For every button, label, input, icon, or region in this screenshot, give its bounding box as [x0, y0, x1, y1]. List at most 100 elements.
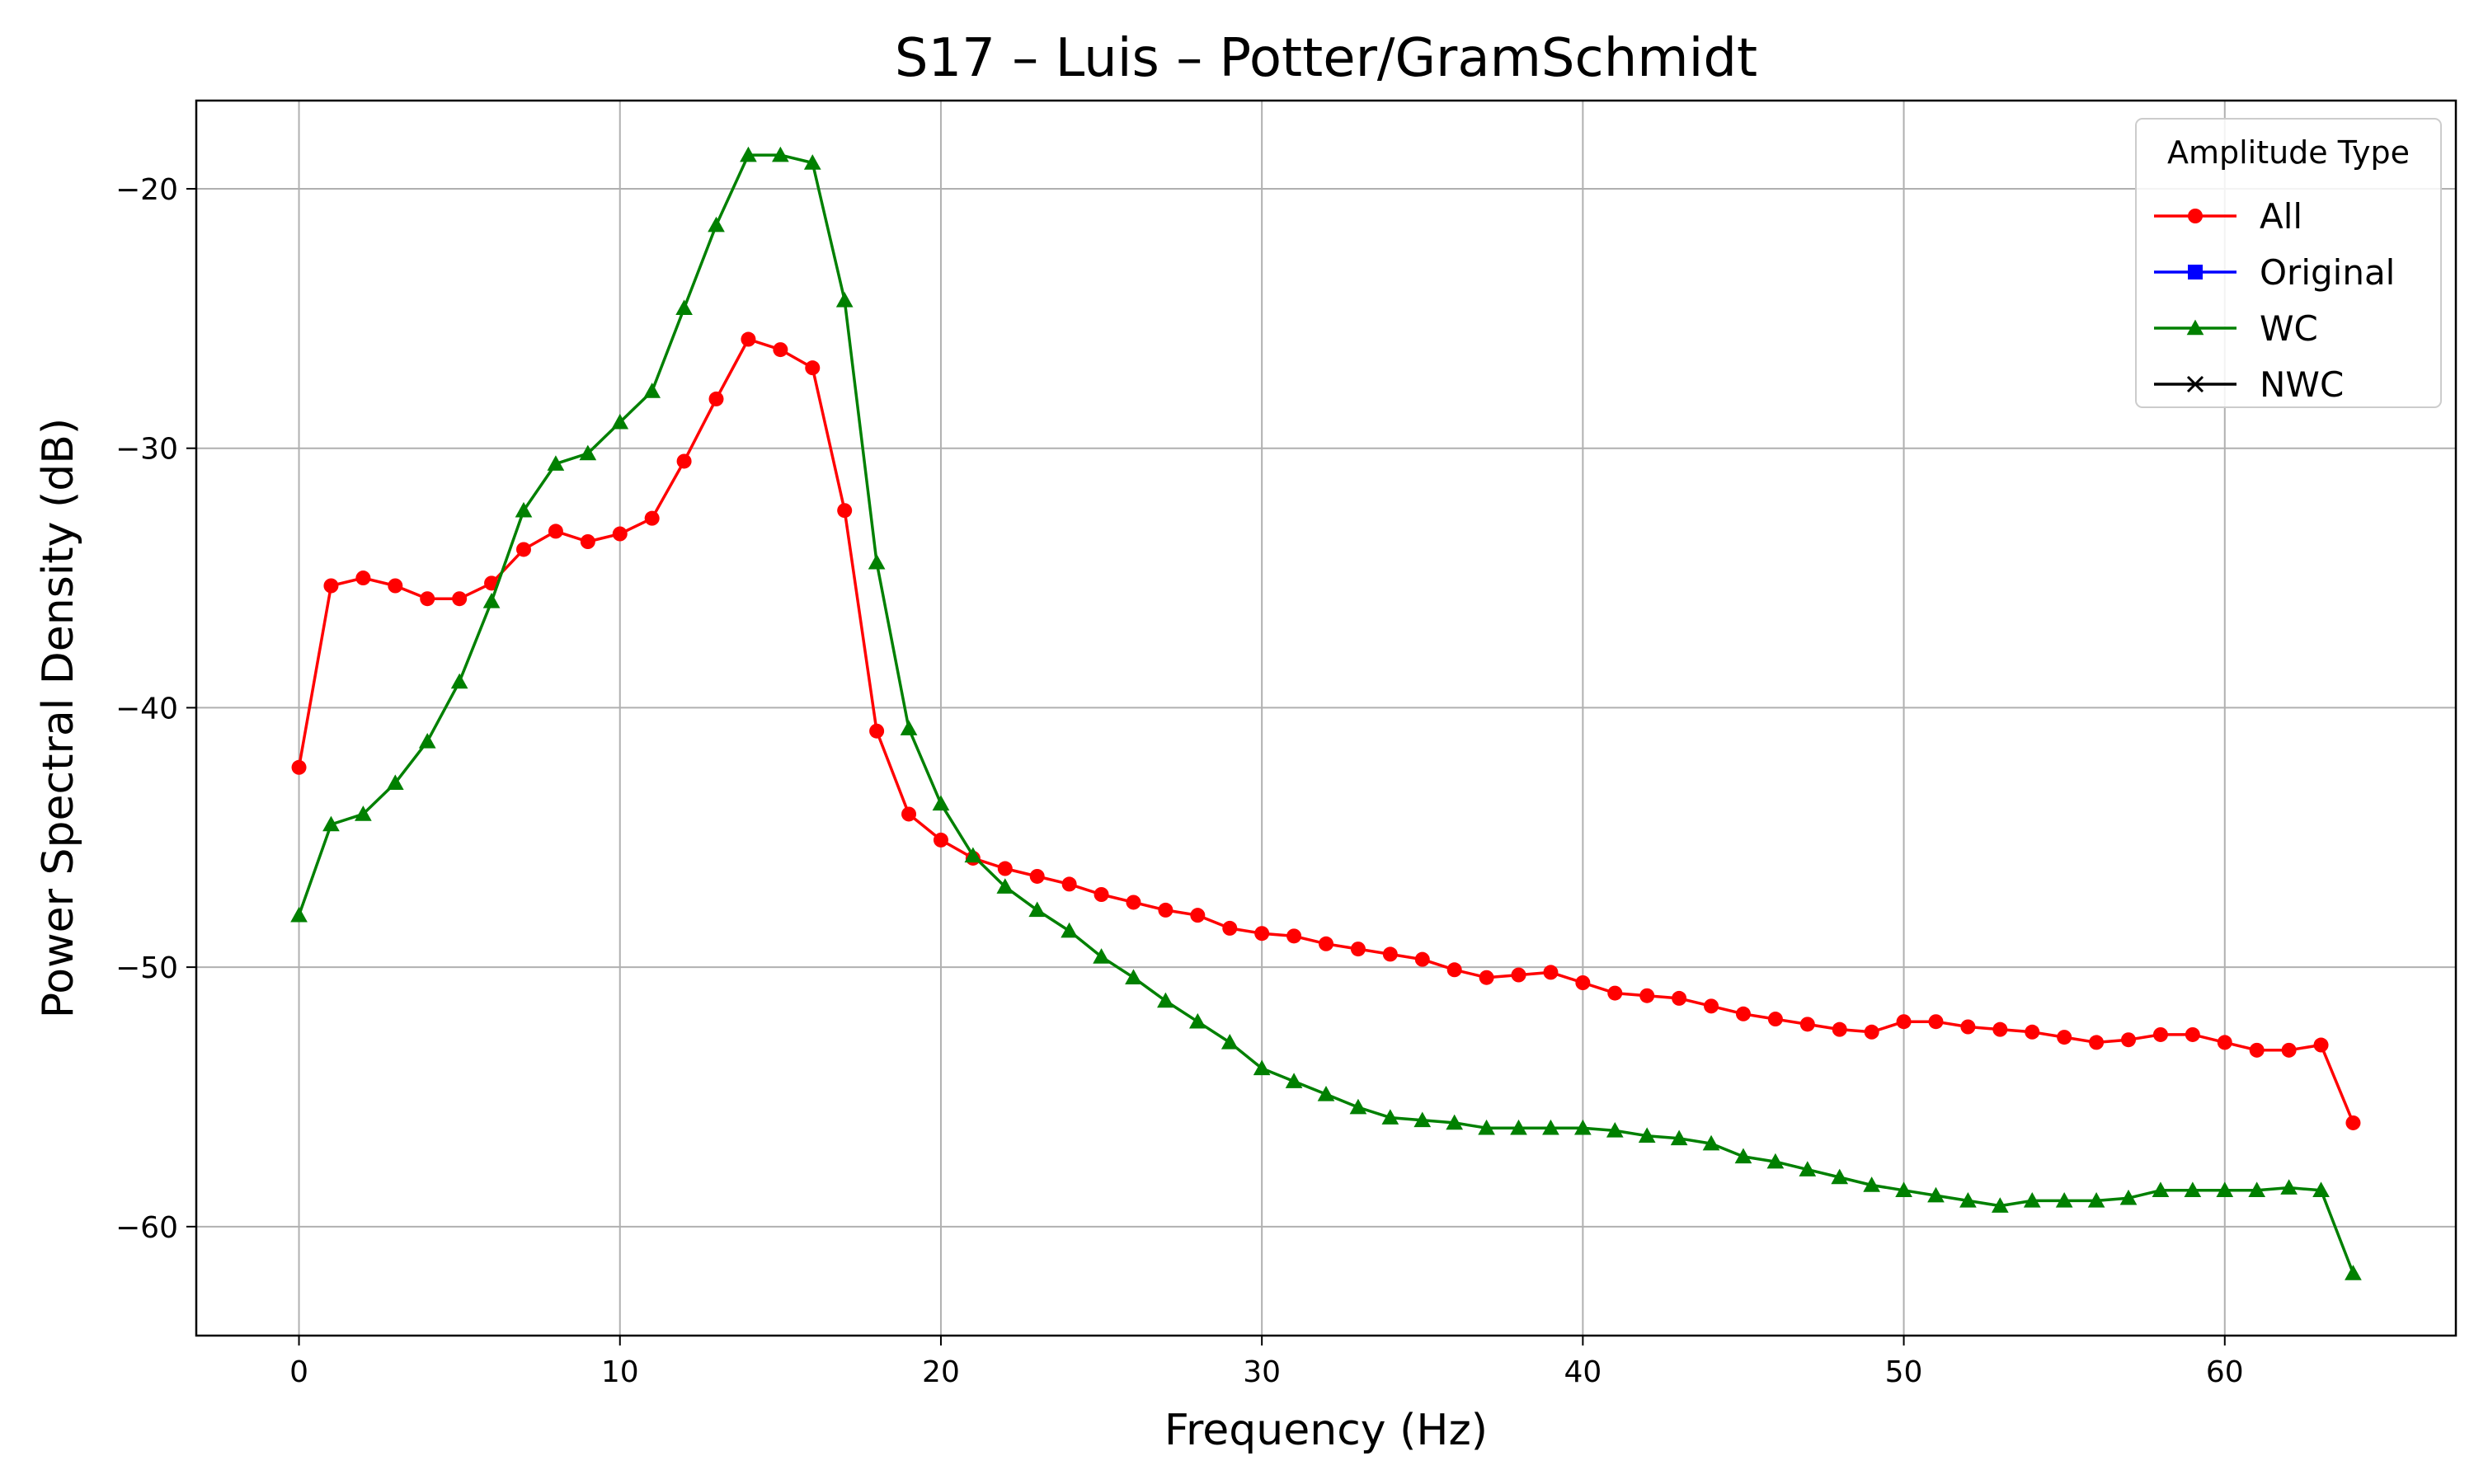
- y-tick-label: −60: [115, 1211, 178, 1245]
- data-point-all: [1126, 895, 1141, 910]
- data-point-wc: [643, 383, 661, 398]
- data-point-all: [1446, 962, 1462, 978]
- data-point-all: [1799, 1017, 1815, 1032]
- data-point-all: [1286, 928, 1302, 944]
- data-point-wc: [2152, 1181, 2170, 1198]
- data-point-wc: [1927, 1186, 1945, 1203]
- data-point-wc: [964, 847, 982, 863]
- data-point-all: [2313, 1037, 2329, 1053]
- data-point-wc: [290, 906, 308, 923]
- data-point-wc: [1413, 1111, 1432, 1128]
- x-tick-label: 20: [922, 1355, 960, 1389]
- data-point-wc: [1221, 1034, 1239, 1050]
- data-point-wc: [1574, 1119, 1592, 1135]
- data-point-all: [1735, 1006, 1751, 1021]
- data-point-all: [1254, 926, 1270, 942]
- data-point-all: [837, 503, 853, 519]
- data-point-all: [2345, 1115, 2361, 1130]
- data-point-all: [2281, 1042, 2297, 1058]
- data-point-all: [515, 542, 531, 557]
- data-point-wc: [996, 878, 1014, 894]
- data-point-wc: [1734, 1148, 1752, 1164]
- y-tick-label: −20: [115, 173, 178, 207]
- legend-label-nwc: NWC: [2260, 364, 2344, 405]
- data-point-wc: [386, 774, 404, 790]
- data-point-wc: [1510, 1119, 1527, 1135]
- data-point-all: [2249, 1042, 2265, 1058]
- x-tick-label: 10: [601, 1355, 639, 1389]
- data-point-all: [901, 806, 917, 822]
- data-point-all: [1928, 1014, 1944, 1030]
- x-tick-label: 50: [1885, 1355, 1923, 1389]
- data-point-wc: [1093, 948, 1110, 964]
- legend: Amplitude Type All Original WC NWC: [2135, 118, 2442, 408]
- legend-entries: All Original WC NWC: [2154, 196, 2395, 405]
- data-point-all: [1607, 985, 1623, 1001]
- data-point-all: [773, 342, 788, 358]
- data-point-wc: [1606, 1122, 1624, 1138]
- data-point-wc: [1799, 1161, 1817, 1176]
- data-point-wc: [2184, 1181, 2202, 1198]
- data-point-all: [548, 524, 563, 539]
- data-point-all: [1414, 951, 1430, 967]
- data-point-wc: [740, 146, 757, 162]
- x-tick-label: 30: [1243, 1355, 1281, 1389]
- data-point-wc: [772, 146, 789, 162]
- data-point-all: [2152, 1026, 2168, 1042]
- data-point-wc: [1381, 1109, 1399, 1125]
- data-point-all: [1158, 902, 1174, 918]
- data-point-wc: [1188, 1012, 1206, 1029]
- data-point-all: [355, 571, 371, 586]
- x-axis-label: Frequency (Hz): [1164, 1406, 1488, 1455]
- legend-entry-original: Original: [2154, 252, 2395, 293]
- data-point-all: [1767, 1012, 1783, 1027]
- data-point-wc: [450, 673, 468, 689]
- data-point-wc: [1478, 1119, 1495, 1135]
- data-point-wc: [803, 154, 821, 170]
- data-point-all: [1479, 970, 1494, 985]
- legend-label-original: Original: [2260, 252, 2395, 293]
- ticks: 0 10 20 30 40 50 60 −20 −30 −40 −50 −60: [115, 173, 2244, 1389]
- data-point-all: [1319, 936, 1333, 951]
- data-point-wc: [322, 815, 340, 832]
- legend-label-wc: WC: [2260, 308, 2318, 349]
- x-tick-label: 60: [2206, 1355, 2244, 1389]
- data-point-all: [676, 453, 692, 469]
- data-point-all: [1832, 1021, 1847, 1037]
- data-point-wc: [1285, 1073, 1303, 1088]
- data-point-all: [1350, 942, 1366, 957]
- legend-entry-nwc: NWC: [2154, 364, 2344, 405]
- data-point-wc: [1959, 1192, 1977, 1208]
- data-point-wc: [418, 732, 436, 749]
- data-point-wc: [2312, 1181, 2330, 1198]
- data-point-wc: [2119, 1189, 2138, 1205]
- data-point-wc: [900, 720, 918, 735]
- legend-entry-all: All: [2154, 196, 2302, 237]
- data-point-all: [1382, 946, 1398, 962]
- data-point-all: [997, 861, 1013, 876]
- data-point-all: [1864, 1024, 1879, 1040]
- data-point-all: [1960, 1019, 1976, 1035]
- data-point-all: [2025, 1024, 2040, 1040]
- data-point-wc: [1766, 1153, 1785, 1169]
- series-wc: [290, 146, 2362, 1280]
- data-point-wc: [611, 413, 629, 430]
- data-point-wc: [1831, 1168, 1849, 1185]
- data-point-all: [2089, 1035, 2105, 1050]
- data-point-all: [2057, 1030, 2072, 1045]
- data-point-all: [2121, 1032, 2137, 1048]
- legend-box: [2135, 118, 2442, 408]
- data-point-all: [805, 360, 821, 376]
- legend-marker-nwc: [2186, 375, 2204, 393]
- data-point-wc: [868, 553, 886, 570]
- data-point-all: [708, 391, 724, 406]
- data-point-wc: [2280, 1179, 2298, 1195]
- data-point-wc: [2216, 1181, 2234, 1198]
- data-point-all: [1543, 965, 1559, 980]
- data-point-all: [933, 832, 948, 848]
- data-point-wc: [1061, 922, 1078, 938]
- grid: [196, 101, 2456, 1336]
- data-point-all: [1029, 868, 1045, 884]
